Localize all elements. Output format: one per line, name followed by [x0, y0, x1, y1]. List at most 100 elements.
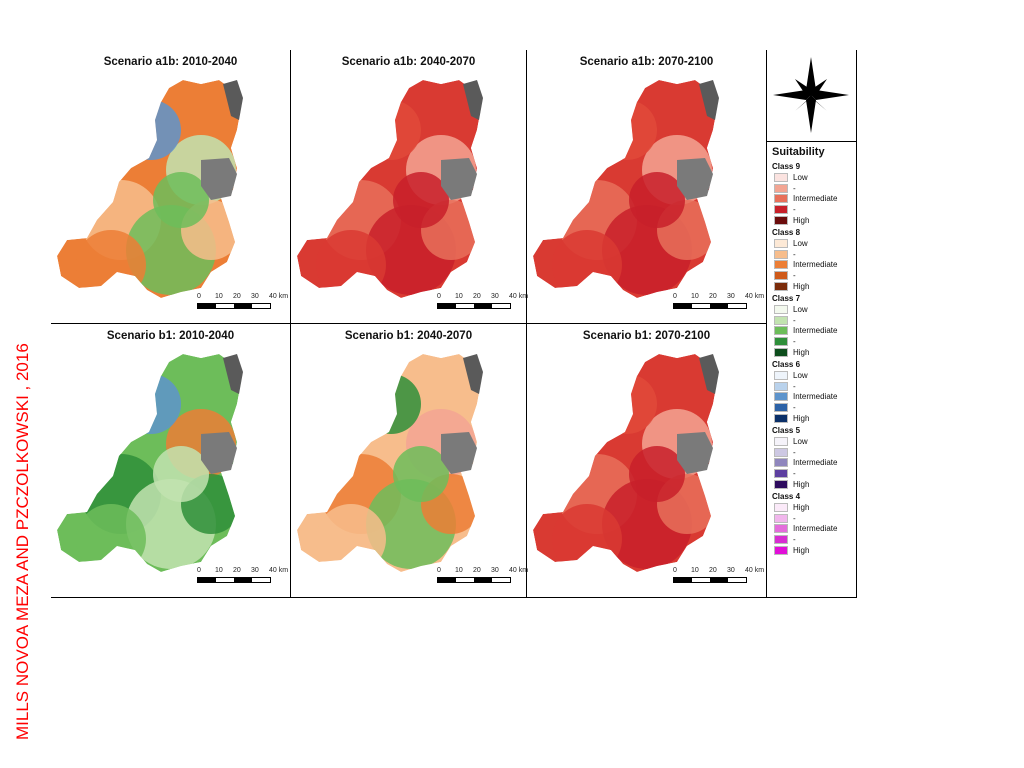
- legend-item: -: [774, 381, 856, 392]
- legend-item-label: Intermediate: [793, 194, 838, 204]
- legend-swatch: [774, 304, 788, 314]
- scale-tick-label: 20: [473, 293, 481, 300]
- legend-item-label: -: [793, 271, 796, 281]
- legend-item-label: Intermediate: [793, 392, 838, 402]
- mountain-area: [223, 354, 243, 394]
- scale-bar: 0 10 20 30 40 km: [197, 567, 297, 583]
- legend-item: -: [774, 336, 856, 347]
- urban-area: [677, 432, 713, 474]
- legend-swatch: [774, 271, 788, 281]
- legend-item-label: Low: [793, 304, 808, 314]
- legend-item-label: -: [793, 249, 796, 259]
- legend-class-heading: Class 4: [772, 491, 801, 501]
- legend-swatch: [774, 183, 788, 193]
- urban-area: [441, 432, 477, 474]
- study-area-map: [297, 80, 483, 298]
- legend-swatch: [774, 392, 788, 402]
- legend-item-label: High: [793, 348, 810, 358]
- scale-tick-label: 20: [709, 567, 717, 574]
- scale-tick-label: 20: [233, 293, 241, 300]
- map-panel: Scenario a1b: 2040-2070 0 10 20 30 40 km: [291, 50, 529, 323]
- scale-tick-label: 40 km: [509, 293, 529, 300]
- legend-swatch: [774, 337, 788, 347]
- legend-item: Intermediate: [774, 260, 856, 271]
- legend-class-heading: Class 8: [772, 227, 801, 237]
- scale-bar: 0 10 20 30 40 km: [673, 567, 773, 583]
- legend-item: -: [774, 402, 856, 413]
- legend-swatch: [774, 205, 788, 215]
- legend-item-label: -: [793, 337, 796, 347]
- study-area-map: [533, 354, 719, 572]
- compass-rose: [766, 50, 856, 140]
- suitability-zone: [552, 504, 622, 572]
- legend-item-label: -: [793, 183, 796, 193]
- legend-item: High: [774, 281, 856, 292]
- scale-bar: 0 10 20 30 40 km: [673, 293, 773, 309]
- legend-item-label: High: [793, 546, 810, 555]
- legend-item-label: Low: [793, 370, 808, 380]
- urban-area: [201, 432, 237, 474]
- legend-swatch: [774, 524, 788, 534]
- legend-item-label: Intermediate: [793, 260, 838, 270]
- mountain-area: [699, 80, 719, 120]
- legend-swatch: [774, 194, 788, 204]
- urban-area: [201, 158, 237, 200]
- legend-item: Low: [774, 238, 856, 249]
- legend-swatch: [774, 436, 788, 446]
- scale-tick-label: 20: [233, 567, 241, 574]
- scale-tick-label: 20: [473, 567, 481, 574]
- urban-area: [441, 158, 477, 200]
- suitability-zone: [597, 374, 657, 434]
- scale-tick-label: 20: [709, 293, 717, 300]
- legend-item: Low: [774, 172, 856, 183]
- study-area-map: [57, 354, 243, 572]
- legend-item: -: [774, 534, 856, 545]
- scale-bar: 0 10 20 30 40 km: [437, 567, 537, 583]
- legend-item: Intermediate: [774, 392, 856, 403]
- legend-item-label: Low: [793, 436, 808, 446]
- legend-item: -: [774, 315, 856, 326]
- legend-item: Low: [774, 370, 856, 381]
- legend-item: -: [774, 183, 856, 194]
- legend-swatch: [774, 238, 788, 248]
- suitability-zone: [153, 446, 209, 502]
- legend-item: -: [774, 468, 856, 479]
- panel-title: Scenario a1b: 2070-2100: [579, 56, 714, 68]
- legend-item-label: High: [793, 480, 810, 490]
- legend-class-heading: Class 9: [772, 162, 801, 171]
- scale-tick-label: 0: [197, 567, 201, 574]
- legend-item: Low: [774, 304, 856, 315]
- legend-item-label: -: [793, 205, 796, 215]
- suitability-zone: [76, 504, 146, 572]
- urban-area: [677, 158, 713, 200]
- mountain-area: [463, 80, 483, 120]
- mountain-area: [699, 354, 719, 394]
- scale-tick-label: 30: [251, 567, 259, 574]
- scale-bar: 0 10 20 30 40 km: [197, 293, 297, 309]
- legend-class-heading: Class 7: [772, 293, 801, 303]
- legend-item: Intermediate: [774, 326, 856, 337]
- legend-item: Intermediate: [774, 524, 856, 535]
- legend-right-border: [856, 50, 857, 598]
- legend-item-label: Intermediate: [793, 458, 838, 468]
- row-divider: [51, 323, 767, 324]
- legend-item-label: -: [793, 381, 796, 391]
- suitability-zone: [76, 230, 146, 298]
- scale-tick-label: 10: [455, 293, 463, 300]
- legend-item-label: -: [793, 513, 796, 523]
- map-panel: Scenario a1b: 2010-2040 0 10 20 30 40 km: [51, 50, 290, 323]
- legend-item: High: [774, 413, 856, 424]
- author-citation: MILLS NOVOA MEZA AND PZCZOLKOWSKI , 2016: [13, 343, 32, 740]
- legend-swatch: [774, 370, 788, 380]
- map-panel: Scenario a1b: 2070-2100 0 10 20 30 40 km: [527, 50, 766, 323]
- scale-tick-label: 0: [673, 293, 677, 300]
- legend-swatch: [774, 172, 788, 182]
- scale-tick-label: 10: [691, 293, 699, 300]
- study-area-map: [297, 354, 483, 572]
- legend-item: High: [774, 502, 856, 513]
- legend-left-border: [766, 50, 767, 598]
- legend-item-label: -: [793, 315, 796, 325]
- legend-item: Intermediate: [774, 194, 856, 205]
- legend-swatch: [774, 216, 788, 226]
- legend-swatch: [774, 381, 788, 391]
